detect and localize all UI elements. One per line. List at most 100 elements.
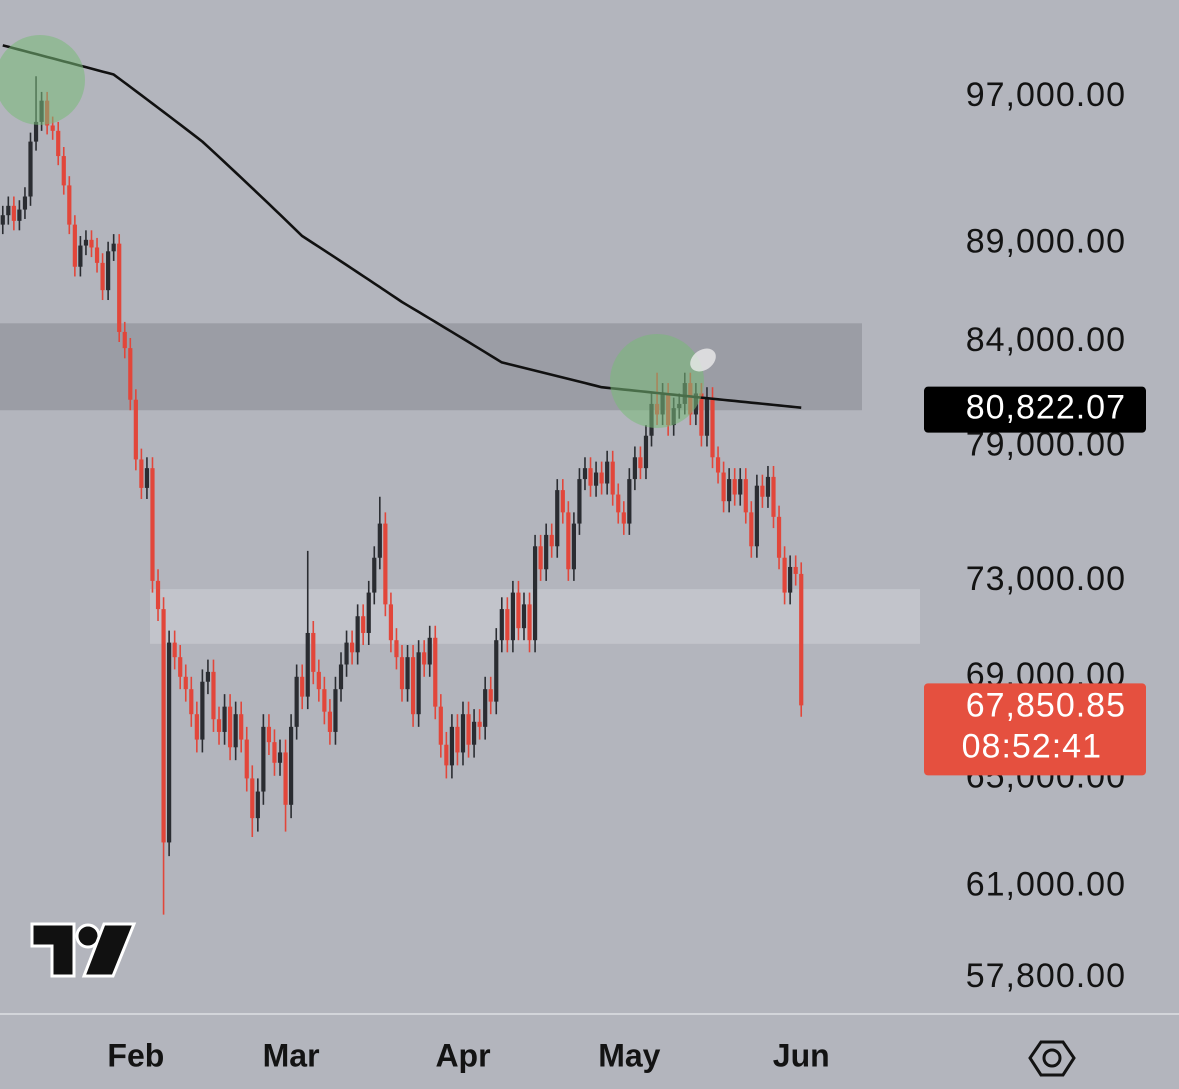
candle-body [133, 399, 138, 460]
candle-body [250, 778, 255, 819]
candle-body [727, 479, 732, 502]
candle-body [172, 642, 177, 658]
candle-body [521, 604, 527, 629]
candle-body [510, 592, 515, 641]
y-tick-label: 84,000.00 [966, 321, 1126, 359]
candle-body [749, 512, 754, 547]
x-tick-label: Apr [435, 1037, 490, 1073]
candle-body [715, 457, 721, 473]
candle-body [139, 459, 144, 488]
candle-body [388, 604, 394, 641]
candle-body [555, 490, 560, 547]
candle-body [316, 671, 321, 690]
candle-body [0, 215, 5, 225]
candle-body [776, 516, 782, 558]
candle-body [466, 714, 471, 745]
candle-body [444, 744, 449, 766]
candle-body [710, 397, 715, 458]
candle-body [89, 239, 94, 248]
candle-body [460, 714, 466, 753]
candle-body [72, 224, 77, 267]
candle-body [577, 479, 582, 524]
candle-body [704, 397, 710, 436]
candle-body [222, 706, 227, 732]
candle-body [211, 671, 216, 720]
candle-body [11, 205, 16, 221]
candle-body [294, 676, 299, 727]
candle-body [33, 121, 39, 142]
candle-body [106, 251, 111, 291]
candle-body [200, 681, 205, 740]
candle-body [410, 657, 416, 715]
candle-body [189, 689, 194, 715]
candle-body [167, 642, 172, 843]
candle-body [6, 205, 11, 216]
candle-body [50, 125, 55, 131]
candle-body [372, 557, 377, 593]
candle-body [394, 640, 399, 658]
candle-body [272, 742, 277, 763]
candle-body [494, 640, 499, 702]
candle-body [244, 739, 249, 779]
candles [0, 44, 804, 915]
candle-body [405, 657, 410, 690]
candle-body [566, 512, 571, 570]
candle-body [627, 479, 632, 524]
countdown-label: 08:52:41 [962, 727, 1102, 765]
candle-body [233, 714, 238, 748]
candle-body [361, 616, 366, 633]
candle-body [56, 130, 61, 157]
candle-body [155, 580, 161, 610]
candle-body [300, 676, 305, 697]
candle-body [78, 245, 83, 267]
candle-body [427, 637, 432, 665]
candle-body [239, 714, 244, 740]
x-tick-label: Feb [107, 1037, 164, 1073]
candle-body [732, 479, 737, 495]
candle-body [621, 512, 626, 524]
candle-body [438, 706, 443, 745]
ma-value-label: 80,822.07 [966, 389, 1126, 427]
candle-body [28, 141, 33, 197]
candle-body [100, 262, 105, 291]
x-tick-label: Mar [263, 1037, 320, 1073]
highlights [0, 35, 716, 428]
settings-icon[interactable] [1028, 1040, 1076, 1077]
candle-body [599, 472, 604, 484]
candle-body [322, 689, 327, 712]
candle-body [449, 726, 455, 766]
candle-body [571, 523, 576, 570]
candle-body [333, 689, 338, 732]
candle-body [178, 657, 183, 677]
candle-body [305, 632, 310, 697]
x-tick-label: May [598, 1037, 660, 1073]
candle-body [122, 331, 127, 349]
candle-body [593, 472, 599, 486]
candle-body [383, 523, 388, 605]
candle-body [743, 479, 748, 513]
candle-body [560, 490, 565, 513]
candle-body [228, 706, 233, 748]
candle-body [527, 604, 532, 641]
labels: 97,000.0089,000.0084,000.0079,000.0073,0… [107, 76, 1146, 1073]
candle-body [161, 609, 166, 843]
candle-body [455, 726, 460, 753]
candle-body [399, 657, 405, 690]
candle-body [643, 435, 649, 469]
price-label: 67,850.85 [966, 686, 1126, 724]
candle-body [17, 209, 22, 221]
candle-body [261, 726, 266, 792]
cursor-blob [690, 348, 716, 372]
ma-value-box [924, 386, 1146, 433]
highlight-circle [0, 35, 85, 125]
candle-body [338, 664, 344, 690]
candle-body [499, 609, 504, 641]
candle-body [765, 476, 771, 497]
candle-body [150, 468, 155, 581]
candle-body [488, 689, 493, 702]
candle-body [782, 557, 787, 593]
candle-body [183, 676, 188, 690]
candle-body [22, 196, 28, 210]
